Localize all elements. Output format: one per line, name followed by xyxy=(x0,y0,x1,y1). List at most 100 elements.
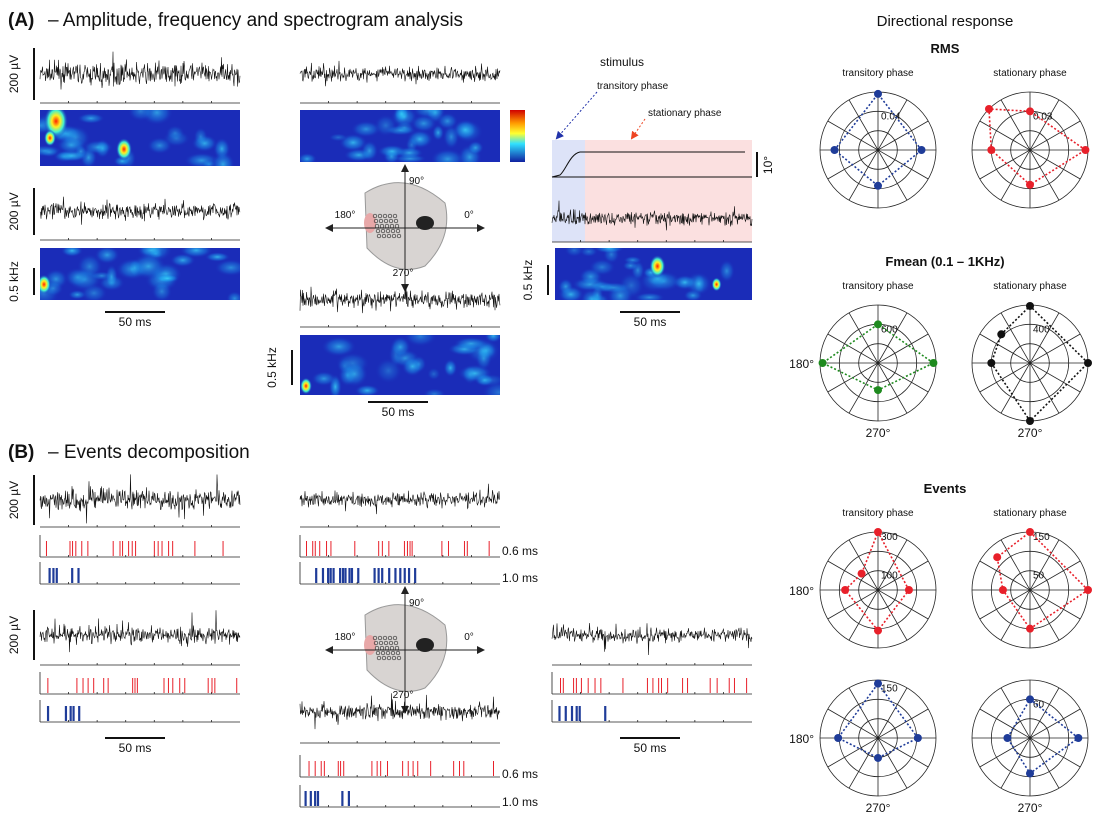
stationary-band xyxy=(585,140,752,242)
panel-title: – Events decomposition xyxy=(48,442,250,463)
spectrogram-peak xyxy=(300,378,312,395)
radial-tick-label: 0.03 xyxy=(1033,111,1053,122)
direction-label: 270° xyxy=(393,268,414,279)
spectrogram-blob xyxy=(40,147,59,157)
signal-trace xyxy=(40,52,240,90)
polar-point xyxy=(1003,734,1011,742)
polar-point xyxy=(874,386,882,394)
spectrogram-blob xyxy=(482,381,515,403)
spectrogram-blob xyxy=(580,289,603,310)
phase-label: transitory phase xyxy=(842,68,914,79)
spectrogram-blob xyxy=(423,388,445,399)
spectrogram-blob xyxy=(375,358,402,383)
spectrogram-blob xyxy=(623,261,639,271)
spectrogram-blob xyxy=(565,243,584,257)
polar-point xyxy=(1026,107,1034,115)
radial-tick-label: 50 xyxy=(1033,571,1045,582)
phase-label: transitory phase xyxy=(842,281,914,292)
spectrogram-blob xyxy=(454,337,488,350)
group-title: Events xyxy=(924,481,967,496)
polar-point xyxy=(1026,302,1034,310)
angle-label: 180° xyxy=(789,357,814,371)
transitory-band xyxy=(552,140,585,242)
polar-point xyxy=(858,570,866,578)
scale-label: 50 ms xyxy=(634,315,667,329)
polar-point xyxy=(834,734,842,742)
spectrogram-peak xyxy=(116,138,132,160)
spectrogram-blob xyxy=(341,361,367,387)
spectrogram-blob xyxy=(558,286,584,303)
phase-label: transitory phase xyxy=(842,508,914,519)
radial-tick-label: 600 xyxy=(881,324,898,335)
signal-trace xyxy=(300,285,500,313)
polar-point xyxy=(997,330,1005,338)
arrow xyxy=(557,92,597,138)
spectrogram-blob xyxy=(138,243,164,257)
scale-label: 0.5 kHz xyxy=(7,261,21,302)
direction-label: 270° xyxy=(393,690,414,701)
phase-label: stationary phase xyxy=(993,281,1067,292)
polar-point xyxy=(914,734,922,742)
spectrogram-blob xyxy=(156,274,180,283)
polar-line xyxy=(991,306,1088,421)
signal-trace xyxy=(300,61,500,86)
polar-line xyxy=(845,532,909,631)
spectrogram-blob xyxy=(166,125,185,141)
polar-point xyxy=(1026,769,1034,777)
spectrogram-blob xyxy=(128,101,153,121)
polar-point xyxy=(874,320,882,328)
polar-point xyxy=(874,90,882,98)
radial-tick-label: 400 xyxy=(1033,324,1050,335)
polar-point xyxy=(1081,146,1089,154)
polar-point xyxy=(841,586,849,594)
event-width: 1.0 ms xyxy=(502,571,538,585)
polar-point xyxy=(1026,417,1034,425)
polar-point xyxy=(874,754,882,762)
radial-tick-label: 300 xyxy=(881,532,898,543)
spectrogram-blob xyxy=(61,245,83,257)
polar-point xyxy=(999,586,1007,594)
spectrogram-peak xyxy=(712,277,722,291)
scale-label: 0.5 kHz xyxy=(265,347,279,388)
scale-label: 200 µV xyxy=(7,481,21,519)
spectrogram-blob xyxy=(56,136,85,154)
spectrogram-blob xyxy=(685,272,711,295)
radial-tick-label: 150 xyxy=(881,684,898,695)
spectrogram-blob xyxy=(152,281,172,302)
spectrogram-blob xyxy=(297,153,316,165)
spectrogram-blob xyxy=(589,259,615,276)
polar-point xyxy=(1084,359,1092,367)
spectrogram-blob xyxy=(77,113,104,124)
spectrogram-blob xyxy=(361,140,378,161)
polar-point xyxy=(819,359,827,367)
spectrogram-blob xyxy=(444,359,458,377)
spectrogram-blob xyxy=(355,385,380,397)
polar-point xyxy=(1084,586,1092,594)
scale-label: 50 ms xyxy=(119,741,152,755)
polar-point xyxy=(874,680,882,688)
group-title: RMS xyxy=(931,41,960,56)
spectrogram-blob xyxy=(467,141,483,155)
angle-label: 270° xyxy=(866,801,891,815)
spectrogram-blob xyxy=(211,151,234,177)
scale-label: 200 µV xyxy=(7,616,21,654)
polar-point xyxy=(1074,734,1082,742)
spectrogram-blob xyxy=(390,336,411,357)
spectrogram-blob xyxy=(311,371,336,386)
polar-point xyxy=(987,146,995,154)
nose xyxy=(364,635,376,655)
direction-label: 0° xyxy=(464,632,474,643)
event-width: 0.6 ms xyxy=(502,767,538,781)
direction-label: 90° xyxy=(409,176,424,187)
direction-label: 180° xyxy=(335,210,356,221)
event-width: 0.6 ms xyxy=(502,544,538,558)
section-title: Directional response xyxy=(877,13,1014,30)
scale-label: 50 ms xyxy=(634,741,667,755)
polar-point xyxy=(929,359,937,367)
group-title: Fmean (0.1 – 1KHz) xyxy=(885,254,1004,269)
stimulus-title: stimulus xyxy=(600,55,644,69)
polar-point xyxy=(874,528,882,536)
phase-label: transitory phase xyxy=(597,81,669,92)
spectrogram-blob xyxy=(402,356,423,376)
scale-label: 200 µV xyxy=(7,55,21,93)
